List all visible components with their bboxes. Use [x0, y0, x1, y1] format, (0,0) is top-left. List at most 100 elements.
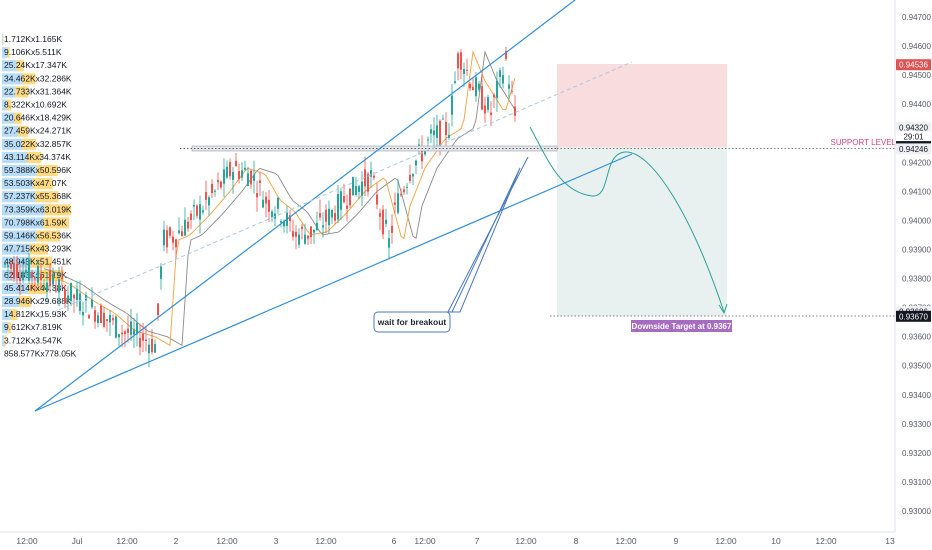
candle-body: [463, 68, 465, 74]
candle-body: [13, 263, 15, 279]
candle-body: [82, 312, 84, 316]
candle-body: [382, 209, 384, 235]
candle-body: [262, 199, 264, 208]
candle-body: [31, 272, 33, 278]
vp-sell-bar: [30, 256, 52, 268]
time-tick-label: 12:00: [16, 536, 38, 546]
channel-upper-line[interactable]: [34, 0, 576, 412]
candle-body: [133, 329, 135, 335]
vp-row-label: 47.715Kx43.293K: [4, 244, 72, 254]
candle-body: [361, 181, 363, 196]
vp-sell-bar: [44, 204, 71, 216]
candle-body: [184, 219, 186, 236]
vp-sell-bar: [7, 322, 11, 334]
candle-body: [37, 265, 39, 283]
candle-body: [121, 332, 123, 335]
candle-body: [313, 229, 315, 233]
candle-body: [307, 235, 309, 239]
vp-buy-bar: [2, 204, 45, 216]
vp-row-label: 35.022Kx32.857K: [4, 139, 72, 149]
vp-row-label: 45.414Kx44.38K: [4, 283, 67, 293]
candle-body: [178, 230, 180, 233]
vp-sell-bar: [4, 335, 6, 347]
candle-body: [160, 266, 162, 279]
vp-sell-bar: [33, 178, 53, 190]
breakout-callout[interactable]: [373, 311, 451, 333]
candle-body: [322, 225, 324, 228]
time-tick-label: 12:00: [715, 536, 737, 546]
price-tag-text: 0.94536: [899, 61, 928, 70]
vp-row-label: 858.577Kx778.05K: [4, 348, 77, 358]
candle-body: [415, 160, 417, 166]
vp-buy-bar: [2, 165, 37, 177]
price-tick-label: 0.93800: [902, 275, 931, 284]
candle-body: [88, 315, 90, 319]
downside-target-label: Downside Target at 0.9367: [632, 322, 732, 331]
candle-body: [388, 238, 390, 248]
price-tick-label: 0.93100: [902, 478, 931, 487]
candle-body: [370, 170, 372, 177]
candle-body: [454, 81, 456, 83]
candle-body: [319, 213, 321, 218]
candle-body: [484, 105, 486, 114]
candle-body: [127, 328, 129, 333]
candle-body: [343, 196, 345, 203]
candle-body: [499, 70, 501, 77]
candle-body: [202, 210, 204, 213]
price-tick-label: 0.93900: [902, 246, 931, 255]
support-level-label: SUPPORT LEVEL: [830, 138, 896, 147]
target-tag-bg: [631, 320, 732, 332]
vp-buy-bar: [2, 34, 3, 46]
candle-body: [496, 80, 498, 98]
candle-body: [409, 174, 411, 181]
channel-lower-line[interactable]: [34, 153, 633, 412]
price-tag: [896, 121, 931, 133]
candle-body: [61, 277, 63, 280]
vp-buy-bar: [2, 73, 22, 85]
candle-body: [181, 231, 183, 237]
price-tick-label: 0.93200: [902, 449, 931, 458]
price-tag: [896, 59, 931, 71]
time-tick-label: 12:00: [315, 536, 337, 546]
candle-body: [190, 213, 192, 220]
candle-body: [40, 274, 42, 280]
candle-body: [490, 112, 492, 116]
candle-body: [4, 263, 6, 265]
candle-body: [118, 334, 120, 338]
candle-body: [112, 318, 114, 321]
candle-body: [358, 186, 360, 192]
vp-row-label: 25.24Kx17.347K: [4, 60, 67, 70]
candle-body: [412, 174, 414, 177]
time-tick-label: 6: [392, 536, 397, 546]
moving-averages: [43, 50, 516, 347]
vp-sell-bar: [35, 191, 59, 203]
candle-body: [301, 226, 303, 229]
time-axis[interactable]: 12:00 Jul 12:00 2 12:00 3 12:00 6 12:00 7 12:00 8 12…: [16, 536, 895, 546]
candle-body: [316, 222, 318, 230]
candle-body: [226, 166, 228, 178]
candle-body: [67, 295, 69, 301]
time-tick-label: 8: [574, 536, 579, 546]
candle-body: [487, 97, 489, 110]
vp-sell-bar: [43, 217, 69, 229]
vp-row-label: 43.114Kx34.374K: [4, 152, 71, 162]
candle-body: [514, 106, 516, 116]
candle-body: [157, 303, 159, 316]
vp-sell-bar: [17, 125, 29, 137]
time-tick-label: 7: [475, 536, 480, 546]
candle-body: [244, 167, 246, 170]
candle-body: [406, 186, 408, 188]
stop-loss-zone: [557, 64, 727, 147]
time-tick-label: 12:00: [216, 536, 238, 546]
vp-row-label: 1.712Kx1.165K: [4, 34, 62, 44]
vp-buy-bar: [2, 230, 37, 242]
vp-row-label: 3.712Kx3.547K: [4, 335, 62, 345]
vp-buy-bar: [2, 322, 8, 334]
vp-sell-bar: [10, 309, 18, 321]
price-tag: [896, 143, 931, 155]
vp-row-label: 8.322Kx10.692K: [4, 100, 67, 110]
projected-path-arrowhead: [718, 303, 728, 315]
candle-body: [232, 172, 234, 180]
candle-body: [73, 294, 75, 299]
